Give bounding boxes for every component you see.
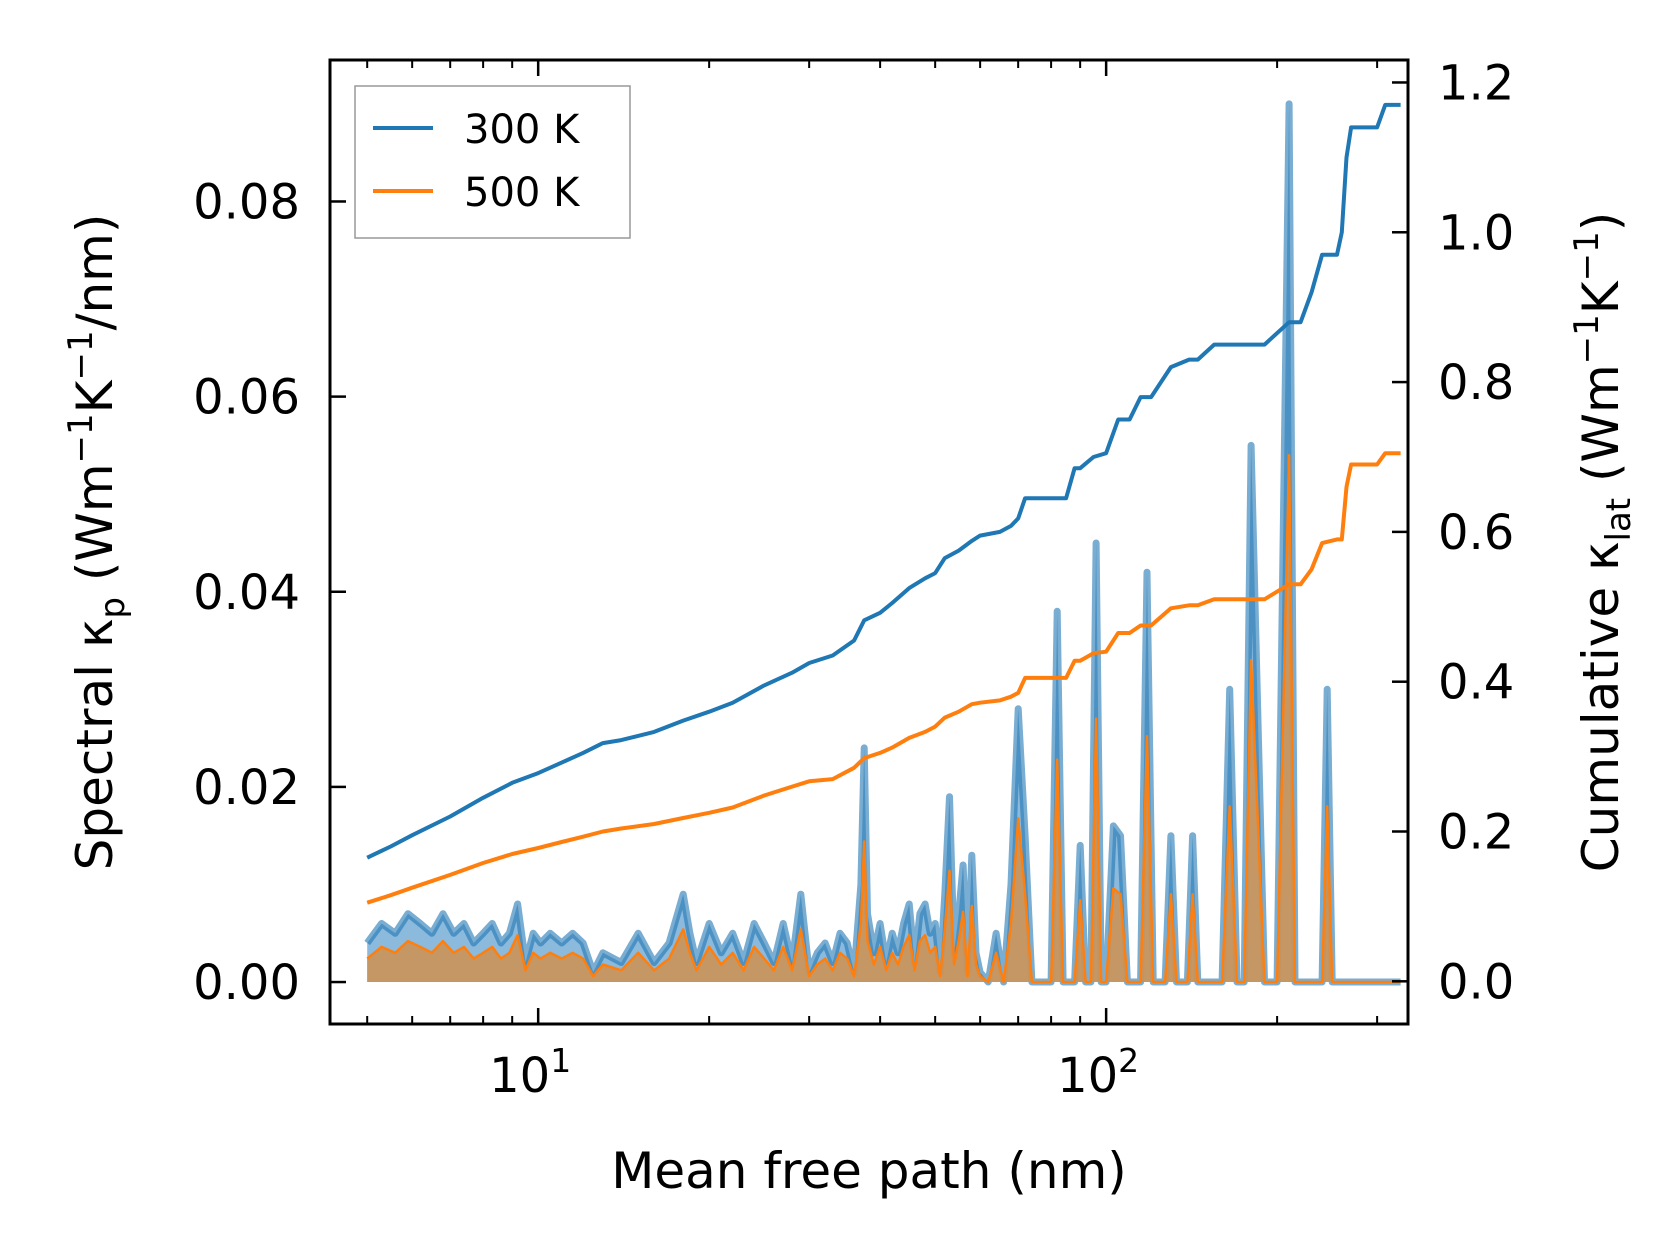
right-y-tick-label: 0.4	[1438, 655, 1514, 711]
right-y-tick-label: 0.2	[1438, 804, 1514, 860]
right-y-tick-label: 0.0	[1438, 954, 1514, 1010]
right-y-tick-label: 0.8	[1438, 355, 1514, 411]
cumulative-line-300k	[366, 102, 1401, 860]
x-ticks: 101 102	[366, 60, 1379, 1104]
plot-frame	[328, 58, 1410, 1026]
right-y-ticks: 0.0 0.2 0.4 0.6 0.8 1.0 1.2	[1392, 55, 1514, 1010]
legend-label-500k: 500 K	[464, 170, 581, 216]
x-tick-base: 10	[1057, 1048, 1118, 1104]
legend-label-300k: 300 K	[464, 107, 581, 153]
left-y-tick-label: 0.08	[193, 174, 300, 230]
spectral-outline-300k	[364, 100, 1401, 986]
left-y-tick-label: 0.02	[193, 760, 300, 816]
x-tick-exponent: 1	[550, 1041, 571, 1080]
left-y-tick-label: 0.06	[193, 370, 300, 426]
right-y-tick-label: 0.6	[1438, 505, 1514, 561]
x-tick-exponent: 2	[1118, 1041, 1139, 1080]
x-axis-title: Mean free path (nm)	[611, 1142, 1127, 1200]
legend-box	[354, 85, 631, 239]
x-tick-label: 101	[489, 1041, 571, 1104]
spectral-fills	[364, 100, 1401, 986]
right-axis-title: Cumulative κlat (Wm−1K−1)	[1567, 212, 1639, 872]
left-y-tick-label: 0.04	[193, 565, 300, 621]
x-tick-label: 102	[1057, 1041, 1139, 1104]
right-y-tick-label: 1.2	[1438, 55, 1514, 111]
left-y-ticks: 0.00 0.02 0.04 0.06 0.08	[193, 174, 346, 1011]
left-y-tick-label: 0.00	[193, 955, 300, 1011]
left-axis-title: Spectral κp (Wm−1K−1/nm)	[61, 214, 133, 871]
right-y-tick-label: 1.0	[1438, 205, 1514, 261]
cumulative-lines	[366, 102, 1401, 905]
cumulative-line-500k	[366, 451, 1401, 905]
x-tick-base: 10	[489, 1048, 550, 1104]
spectral-line-500k	[366, 453, 1401, 984]
legend: 300 K 500 K	[354, 85, 631, 239]
